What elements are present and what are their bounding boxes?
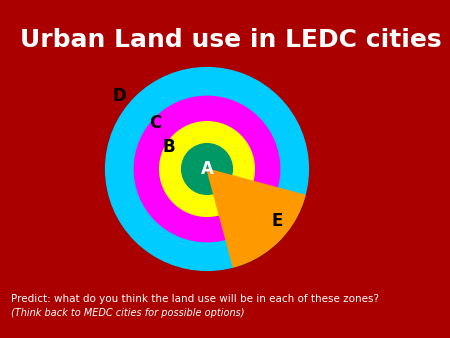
Wedge shape (207, 169, 305, 267)
Text: A: A (201, 160, 213, 178)
Text: B: B (162, 138, 175, 156)
Text: D: D (112, 87, 126, 105)
Circle shape (182, 144, 232, 194)
Text: E: E (271, 212, 283, 231)
Circle shape (160, 122, 254, 216)
Text: Predict: what do you think the land use will be in each of these zones?: Predict: what do you think the land use … (11, 294, 379, 304)
Text: Urban Land use in LEDC cities: Urban Land use in LEDC cities (20, 28, 441, 52)
Text: C: C (149, 114, 162, 132)
Circle shape (106, 68, 308, 270)
Text: (Think back to MEDC cities for possible options): (Think back to MEDC cities for possible … (11, 308, 245, 318)
Circle shape (135, 96, 279, 242)
